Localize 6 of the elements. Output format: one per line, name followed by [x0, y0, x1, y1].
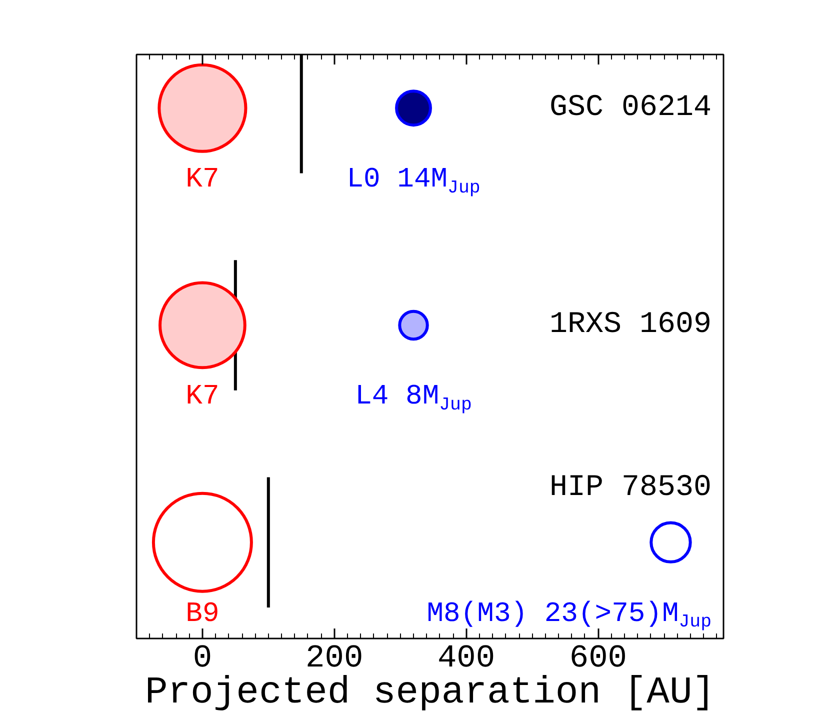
y-tick-label: GSC 06214: [549, 91, 712, 126]
data-label: K7: [186, 382, 220, 413]
data-label: B9: [186, 598, 220, 630]
y-tick-label: HIP 78530: [549, 471, 712, 506]
data-label: K7: [186, 164, 220, 196]
y-tick-label: 1RXS 1609: [549, 308, 712, 342]
